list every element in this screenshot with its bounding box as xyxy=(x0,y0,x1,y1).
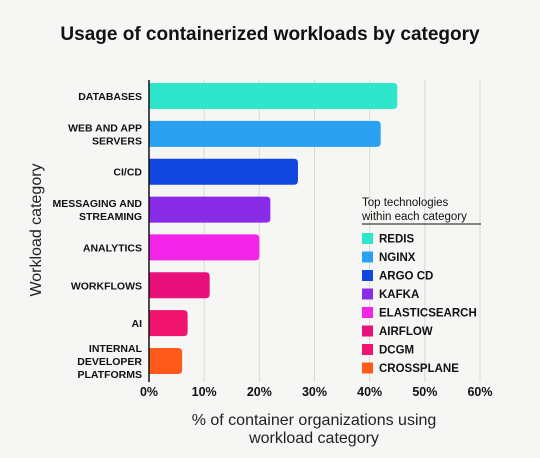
legend-label: ELASTICSEARCH xyxy=(379,308,477,320)
legend-swatch xyxy=(362,344,373,355)
x-tick-label: 40% xyxy=(357,385,382,399)
category-label: CI/CD xyxy=(113,167,142,179)
legend-label: CROSSPLANE xyxy=(379,363,459,375)
x-tick-label: 30% xyxy=(302,385,327,399)
bar-messaging-and-streaming xyxy=(149,196,271,223)
x-tick-label: 50% xyxy=(412,385,437,399)
category-label: DATABASES xyxy=(78,91,142,103)
legend-swatch xyxy=(362,251,373,263)
y-axis-title: Workload category xyxy=(28,163,45,296)
bar-ai xyxy=(149,310,188,337)
legend-label: AIRFLOW xyxy=(379,326,433,338)
legend-swatch xyxy=(362,288,373,300)
chart-title: Usage of containerized workloads by cate… xyxy=(60,24,480,45)
x-tick-label: 0% xyxy=(140,385,158,399)
bar-databases xyxy=(149,83,398,109)
legend-label: KAFKA xyxy=(379,289,419,301)
legend-label: REDIS xyxy=(379,234,414,246)
legend-title: Top technologies within each category xyxy=(361,197,467,223)
bar-workflows xyxy=(149,272,210,299)
legend-swatch xyxy=(362,233,373,244)
legend-swatch xyxy=(362,307,373,318)
category-label: MESSAGING AND STREAMING xyxy=(53,198,143,223)
legend-swatch xyxy=(362,325,373,337)
category-label: WORKFLOWS xyxy=(71,280,142,292)
x-tick-label: 20% xyxy=(247,385,272,399)
legend-swatch xyxy=(362,270,373,281)
bar-analytics xyxy=(149,234,260,261)
x-tick-label: 10% xyxy=(192,385,217,399)
legend-label: ARGO CD xyxy=(379,271,433,283)
category-label: AI xyxy=(132,318,143,330)
bar-ci-cd xyxy=(149,158,298,185)
x-tick-label: 60% xyxy=(467,385,492,399)
x-axis-title: % of container organizations using worklo… xyxy=(192,412,437,447)
category-label: ANALYTICS xyxy=(83,242,142,254)
bar-internal-developer-platforms xyxy=(149,348,183,374)
legend-label: NGINX xyxy=(379,252,416,264)
legend-label: DCGM xyxy=(379,345,414,357)
category-label: WEB AND APP SERVERS xyxy=(68,122,142,147)
bar-web-and-app-servers xyxy=(149,120,381,147)
category-label: INTERNAL DEVELOPER PLATFORMS xyxy=(77,343,142,381)
legend-swatch xyxy=(362,362,373,374)
